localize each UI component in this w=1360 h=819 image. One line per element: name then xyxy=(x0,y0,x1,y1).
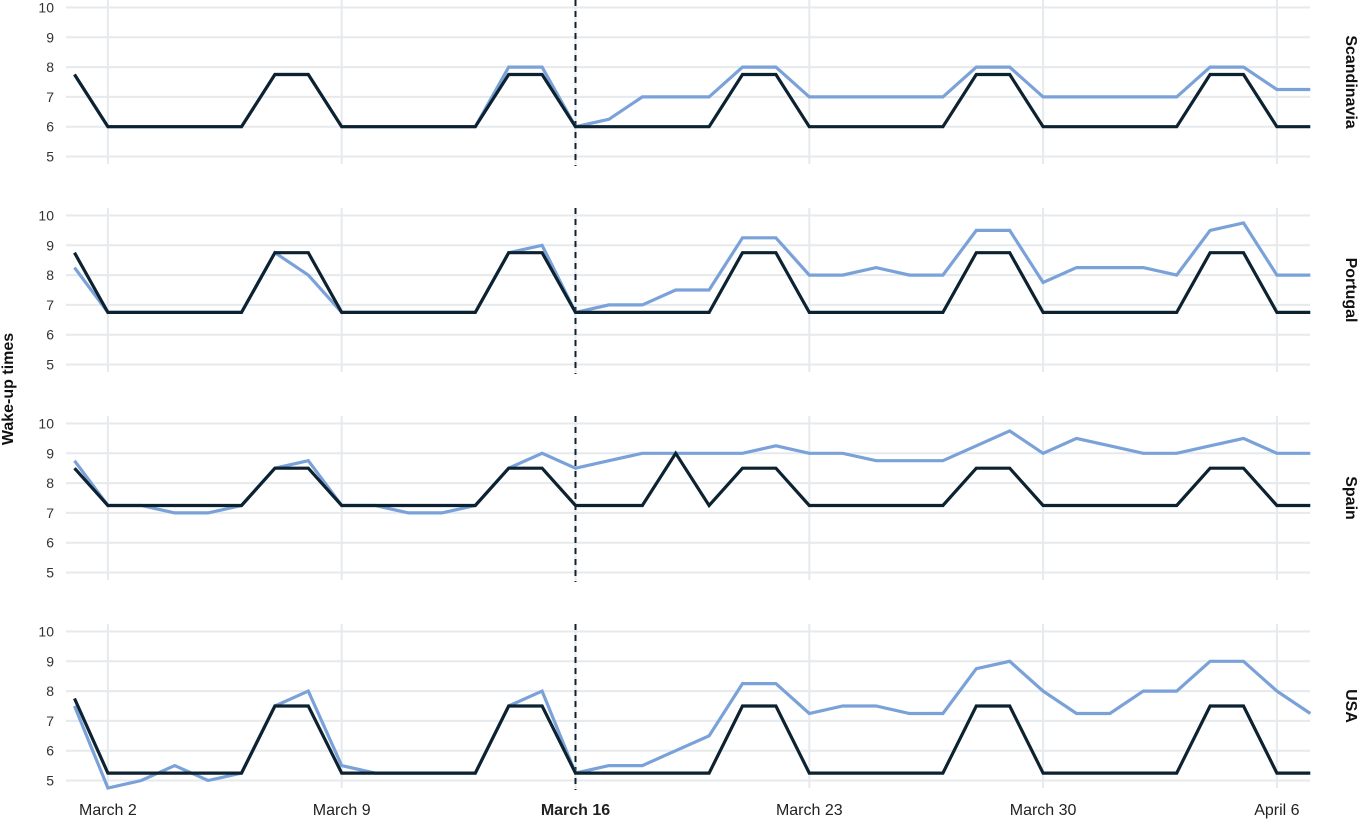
facet-label-portugal: Portugal xyxy=(1342,258,1359,323)
y-tick-label: 7 xyxy=(46,713,54,729)
y-tick-label: 6 xyxy=(46,327,54,343)
series-line-dark-usa xyxy=(73,697,1311,775)
x-tick-label: March 16 xyxy=(541,802,610,819)
series-line-light-portugal xyxy=(73,221,1311,315)
y-tick-label: 5 xyxy=(46,565,54,581)
y-tick-label: 7 xyxy=(46,505,54,521)
x-tick-label: March 2 xyxy=(79,802,137,819)
y-tick-label: 10 xyxy=(38,207,54,223)
y-tick-label: 5 xyxy=(46,149,54,165)
y-tick-label: 8 xyxy=(46,267,54,283)
y-tick-label: 6 xyxy=(46,119,54,135)
y-tick-label: 8 xyxy=(46,59,54,75)
series-line-light-usa xyxy=(73,659,1312,790)
x-tick-label: April 6 xyxy=(1254,802,1299,819)
series-layer xyxy=(73,65,1312,790)
series-line-dark-portugal xyxy=(73,251,1311,314)
facet-label-usa: USA xyxy=(1342,689,1359,723)
y-tick-label: 6 xyxy=(46,535,54,551)
y-tick-label: 8 xyxy=(46,683,54,699)
y-tick-label: 9 xyxy=(46,445,54,461)
series-line-dark-scandinavia xyxy=(73,72,1311,129)
y-tick-label: 7 xyxy=(46,89,54,105)
facet-label-scandinavia: Scandinavia xyxy=(1342,35,1359,128)
series-line-dark-spain xyxy=(73,450,1311,509)
y-tick-label: 9 xyxy=(46,653,54,669)
x-tick-label: March 23 xyxy=(776,802,843,819)
y-tick-label: 5 xyxy=(46,357,54,373)
y-tick-label: 7 xyxy=(46,297,54,313)
y-tick-label: 10 xyxy=(38,415,54,431)
y-tick-label: 6 xyxy=(46,743,54,759)
y-tick-label: 9 xyxy=(46,237,54,253)
x-tick-label: March 9 xyxy=(313,802,371,819)
series-line-light-spain xyxy=(73,429,1311,515)
facet-label-spain: Spain xyxy=(1342,476,1359,520)
x-tick-label: March 30 xyxy=(1010,802,1077,819)
y-tick-label: 10 xyxy=(38,623,54,639)
grid-layer xyxy=(66,0,1310,788)
y-tick-label: 9 xyxy=(46,29,54,45)
y-axis-title: Wake-up times xyxy=(0,333,17,445)
label-layer: 5 6 7 8 9 10 Scandinavia 5 6 7 8 9 10 Portugal 5 6 7 8 9 10… xyxy=(38,0,1359,819)
y-tick-label: 8 xyxy=(46,475,54,491)
y-tick-label: 5 xyxy=(46,773,54,789)
y-tick-label: 10 xyxy=(38,0,54,15)
